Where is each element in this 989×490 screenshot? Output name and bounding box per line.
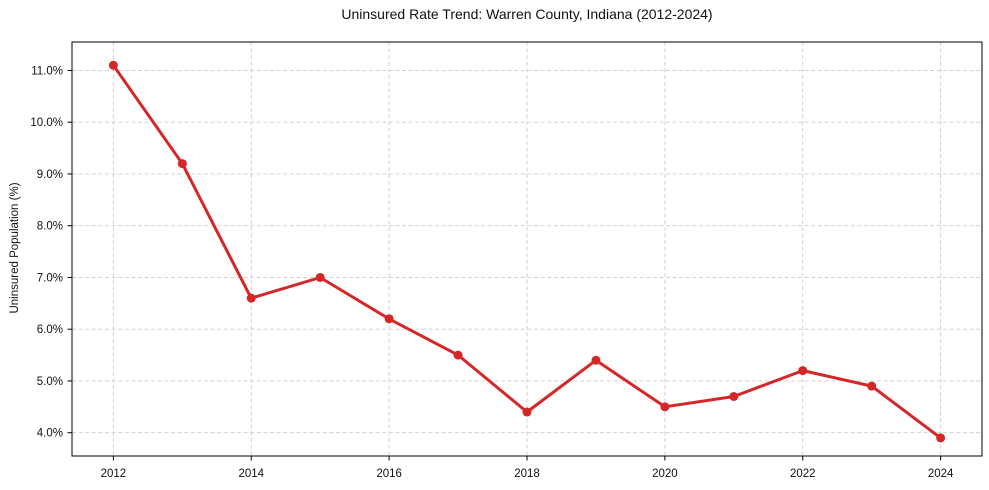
data-point-2019 bbox=[591, 355, 601, 365]
y-tick-label: 10.0% bbox=[30, 117, 63, 129]
y-tick-label: 4.0% bbox=[37, 428, 63, 440]
y-tick-label: 11.0% bbox=[31, 65, 63, 77]
data-point-2023 bbox=[867, 381, 877, 391]
data-point-2021 bbox=[729, 391, 739, 401]
x-tick-label: 2020 bbox=[652, 468, 678, 480]
y-tick-label: 9.0% bbox=[37, 169, 63, 181]
y-tick-label: 5.0% bbox=[37, 376, 63, 388]
x-tick-label: 2012 bbox=[101, 468, 127, 480]
y-tick-label: 6.0% bbox=[37, 324, 63, 336]
chart-title: Uninsured Rate Trend: Warren County, Ind… bbox=[341, 6, 713, 22]
y-tick-label: 8.0% bbox=[37, 221, 63, 233]
y-tick-label: 7.0% bbox=[37, 272, 63, 284]
data-point-2022 bbox=[798, 366, 808, 376]
data-point-2015 bbox=[315, 272, 325, 282]
data-point-2020 bbox=[660, 402, 670, 412]
data-point-2016 bbox=[384, 314, 394, 324]
data-point-2018 bbox=[522, 407, 532, 417]
axis-tick-labels: 4.0% 5.0% 6.0% 7.0% 8.0% 9.0% 10.0% 11.0% 2012 20… bbox=[30, 65, 954, 480]
data-point-markers bbox=[108, 60, 946, 443]
x-tick-label: 2018 bbox=[514, 468, 540, 480]
x-tick-label: 2014 bbox=[238, 468, 264, 480]
x-tick-label: 2016 bbox=[376, 468, 402, 480]
data-point-2013 bbox=[177, 159, 187, 169]
grid-lines bbox=[72, 42, 982, 456]
x-tick-label: 2022 bbox=[790, 468, 816, 480]
x-tick-label: 2024 bbox=[928, 468, 954, 480]
data-point-2024 bbox=[936, 433, 946, 443]
data-point-2017 bbox=[453, 350, 463, 360]
data-point-2012 bbox=[108, 60, 118, 70]
axis-ticks bbox=[67, 69, 942, 461]
data-point-2014 bbox=[246, 293, 256, 303]
